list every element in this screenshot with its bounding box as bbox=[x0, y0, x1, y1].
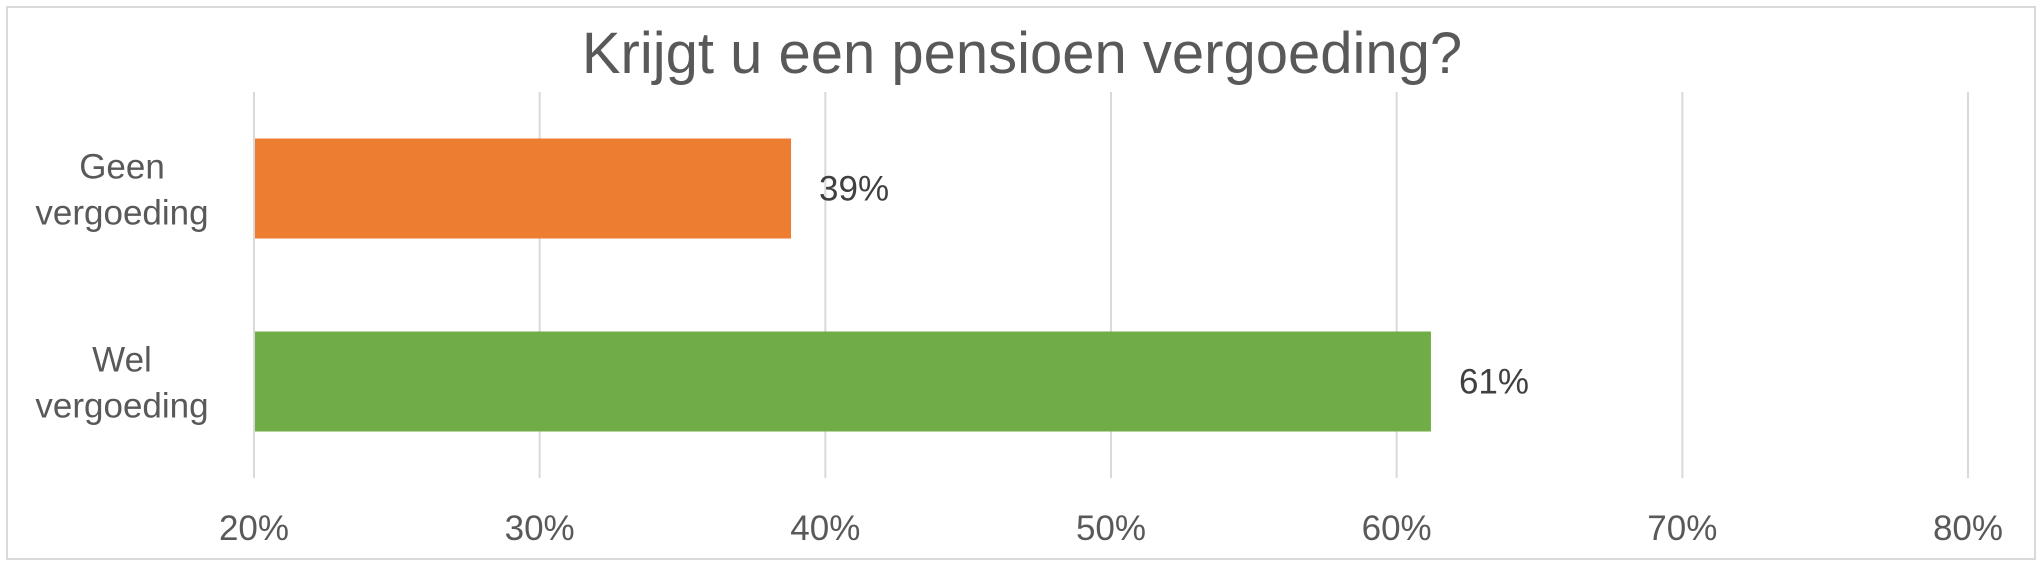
chart-frame bbox=[6, 6, 2036, 560]
x-tick-label: 80% bbox=[1933, 509, 2003, 548]
category-labels: Geen vergoeding Wel vergoeding bbox=[35, 148, 208, 426]
bars bbox=[255, 138, 1431, 432]
x-tick-label: 70% bbox=[1647, 509, 1717, 548]
bar bbox=[255, 138, 792, 239]
chart-title: Krijgt u een pensioen vergoeding? bbox=[581, 21, 1463, 86]
bar bbox=[255, 331, 1431, 432]
x-tick-label: 60% bbox=[1362, 509, 1432, 548]
x-tick-label: 30% bbox=[505, 509, 575, 548]
category-label: Geen vergoeding bbox=[35, 148, 208, 233]
data-label: 61% bbox=[1459, 363, 1529, 402]
x-tick-labels: 20% 30% 40% 50% 60% 70% 80% bbox=[219, 509, 2003, 548]
data-labels: 39% 61% bbox=[819, 170, 1529, 402]
x-tick-label: 20% bbox=[219, 509, 289, 548]
x-tick-label: 40% bbox=[790, 509, 860, 548]
category-label: Wel vergoeding bbox=[35, 341, 208, 426]
x-tick-label: 50% bbox=[1076, 509, 1146, 548]
data-label: 39% bbox=[819, 170, 889, 209]
